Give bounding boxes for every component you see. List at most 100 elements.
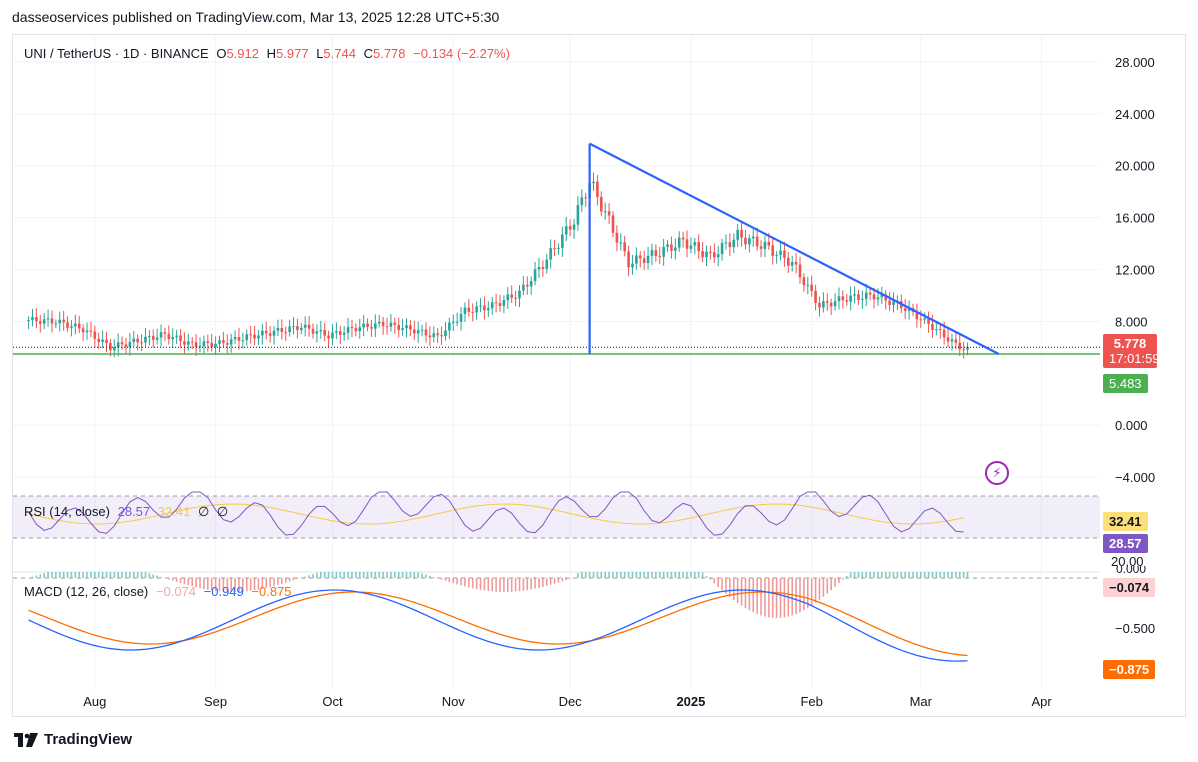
candle-body — [350, 327, 354, 329]
rsi-ma-value: 32.41 — [157, 504, 191, 519]
candle-body — [483, 305, 486, 311]
countdown-value: 17:01:59 — [1109, 351, 1160, 366]
symbol-label[interactable]: UNI / TetherUS · 1D · BINANCE — [24, 46, 209, 61]
candle-body — [650, 250, 654, 256]
macd-signal-value: −0.875 — [251, 584, 292, 599]
candle-body — [409, 325, 412, 330]
candle-body — [946, 337, 950, 342]
open-value: 5.912 — [226, 46, 259, 61]
flash-alert-icon[interactable]: ⚡ — [985, 461, 1009, 485]
candle-body — [689, 245, 693, 249]
candle-body — [128, 341, 132, 347]
rsi-label[interactable]: RSI (14, close) — [24, 504, 110, 519]
candle-body — [257, 335, 260, 339]
candle-body — [46, 318, 50, 320]
candle-body — [311, 328, 315, 334]
candle-body — [888, 300, 891, 306]
candle-body — [459, 313, 463, 322]
candle-body — [268, 333, 272, 336]
candle-body — [401, 328, 404, 331]
last-price-value: 5.778 — [1113, 336, 1147, 351]
candle-body — [857, 294, 860, 300]
candle-body — [397, 324, 401, 331]
candle-body — [892, 301, 895, 306]
candle-body — [837, 296, 841, 302]
candle-body — [744, 237, 747, 245]
candle-body — [479, 305, 482, 307]
candle-body — [748, 238, 751, 245]
candle-body — [576, 205, 580, 225]
candle-body — [545, 259, 549, 269]
candle-body — [724, 242, 728, 244]
rsi-value: 28.57 — [117, 504, 151, 519]
price-axis-tick: 0.000 — [1115, 418, 1148, 433]
candle-body — [358, 327, 362, 332]
candle-body — [627, 251, 630, 268]
descending-trendline — [589, 142, 1000, 355]
candle-body — [416, 330, 420, 334]
candle-body — [716, 254, 720, 258]
candle-body — [962, 349, 965, 351]
candle-body — [444, 330, 447, 337]
macd-label[interactable]: MACD (12, 26, close) — [24, 584, 149, 599]
candle-body — [151, 335, 155, 340]
candle-body — [264, 330, 268, 334]
candle-body — [327, 335, 330, 339]
candle-body — [966, 347, 969, 350]
candle-body — [229, 339, 233, 345]
candle-body — [148, 335, 151, 337]
time-axis-tick: Sep — [204, 694, 227, 709]
candle-body — [214, 343, 217, 347]
candle-body — [105, 339, 108, 344]
candle-body — [101, 339, 104, 342]
candle-body — [428, 335, 432, 338]
high-value: 5.977 — [276, 46, 309, 61]
candle-body — [155, 337, 159, 340]
candle-body — [825, 301, 829, 303]
candle-body — [709, 251, 712, 253]
candle-body — [557, 247, 560, 249]
macd-hist-value: −0.074 — [155, 584, 197, 599]
candle-body — [374, 323, 377, 329]
candle-body — [600, 196, 603, 212]
candle-body — [728, 242, 732, 248]
time-axis-tick: Feb — [800, 694, 822, 709]
candle-body — [183, 341, 186, 345]
candle-body — [494, 302, 498, 304]
macd-line-value: −0.949 — [203, 584, 244, 599]
candle-body — [455, 321, 459, 323]
candle-body — [872, 294, 876, 300]
candle-body — [120, 342, 124, 345]
candle-body — [561, 234, 564, 248]
candle-body — [420, 329, 424, 331]
candle-body — [763, 241, 767, 249]
candle-body — [490, 302, 494, 309]
candle-body — [810, 284, 813, 291]
candle-body — [942, 329, 946, 338]
candle-body — [175, 335, 178, 338]
candle-body — [140, 342, 143, 344]
candle-body — [27, 320, 30, 322]
footer-brand[interactable]: TradingView — [14, 731, 132, 748]
time-axis-tick: Apr — [1031, 694, 1052, 709]
candle-body — [674, 247, 677, 251]
candle-body — [467, 307, 471, 312]
candle-body — [74, 323, 77, 327]
candle-body — [124, 344, 128, 347]
candle-body — [919, 319, 923, 321]
tradingview-logo-icon — [14, 732, 38, 747]
candle-body — [389, 322, 393, 327]
candle-body — [927, 318, 930, 324]
candle-body — [31, 317, 34, 321]
candle-body — [159, 332, 163, 338]
candle-body — [163, 332, 167, 334]
candle-body — [954, 339, 958, 343]
candle-body — [405, 325, 408, 329]
candle-body — [300, 327, 303, 331]
candle-body — [171, 337, 175, 340]
candle-body — [187, 341, 190, 345]
candle-body — [646, 255, 650, 264]
macd-axis-tick: −0.500 — [1115, 621, 1155, 636]
candle-body — [198, 346, 202, 348]
